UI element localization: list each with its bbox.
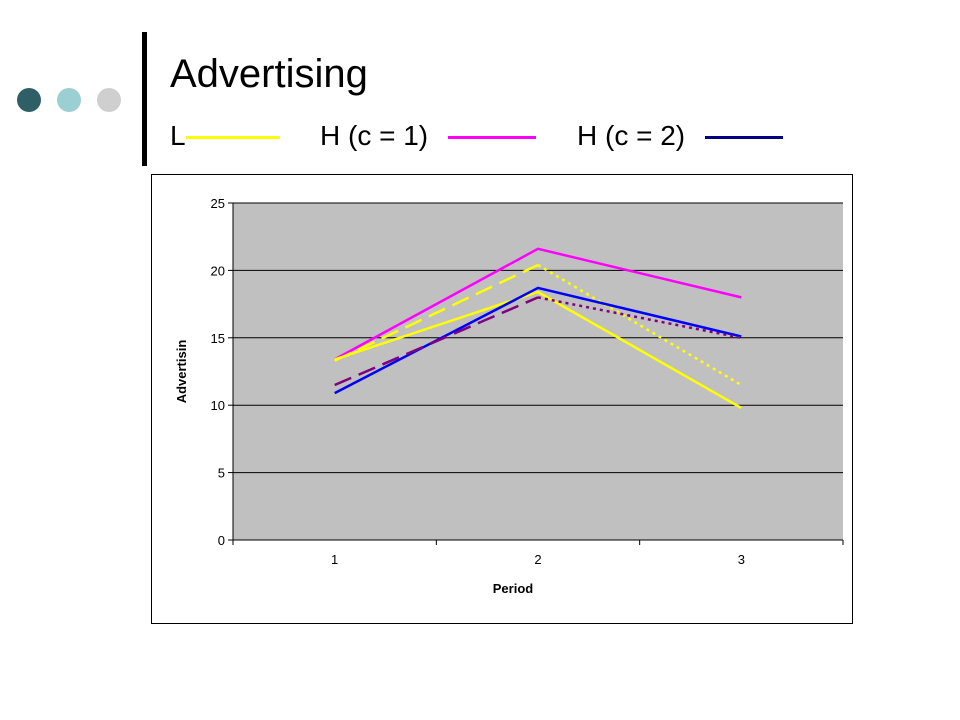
title-accent-bar [142, 32, 147, 166]
chart-area: 0 5 10 15 20 25 1 2 3 Period Advertisin [151, 174, 853, 624]
series-line-4 [334, 286, 742, 395]
decor-dot-2 [57, 88, 81, 112]
decor-dot-3 [97, 88, 121, 112]
legend-label-h-c1: H (c = 1) [320, 120, 429, 151]
x-tick-label-2: 3 [738, 552, 745, 567]
series-line-5 [334, 296, 539, 387]
plot-background [233, 203, 843, 540]
slide-title: Advertising [170, 52, 368, 96]
series-line-3 [334, 290, 742, 409]
y-tick-label-1: 5 [218, 466, 225, 481]
y-tick-label-0: 0 [218, 533, 225, 548]
y-tick-label-3: 15 [211, 331, 225, 346]
legend-line-h-c1 [448, 136, 536, 139]
x-axis-title: Period [493, 581, 534, 596]
x-tick-label-1: 2 [534, 552, 541, 567]
series-line-1 [334, 263, 539, 362]
y-tick-label-2: 10 [211, 398, 225, 413]
legend-line-l [186, 136, 280, 139]
series-line-2 [537, 263, 742, 387]
decor-dot-1 [17, 88, 41, 112]
y-tick-label-5: 25 [211, 196, 225, 211]
y-tick-label-4: 20 [211, 263, 225, 278]
legend-label-l: L [170, 120, 186, 151]
legend-label-h-c2: H (c = 2) [577, 120, 686, 151]
series-line-0 [334, 247, 742, 361]
x-tick-label-0: 1 [331, 552, 338, 567]
y-axis-title: Advertisin [174, 340, 189, 404]
legend-line-h-c2 [705, 136, 783, 139]
line-chart: 0 5 10 15 20 25 1 2 3 Period Advertisin [174, 196, 844, 596]
